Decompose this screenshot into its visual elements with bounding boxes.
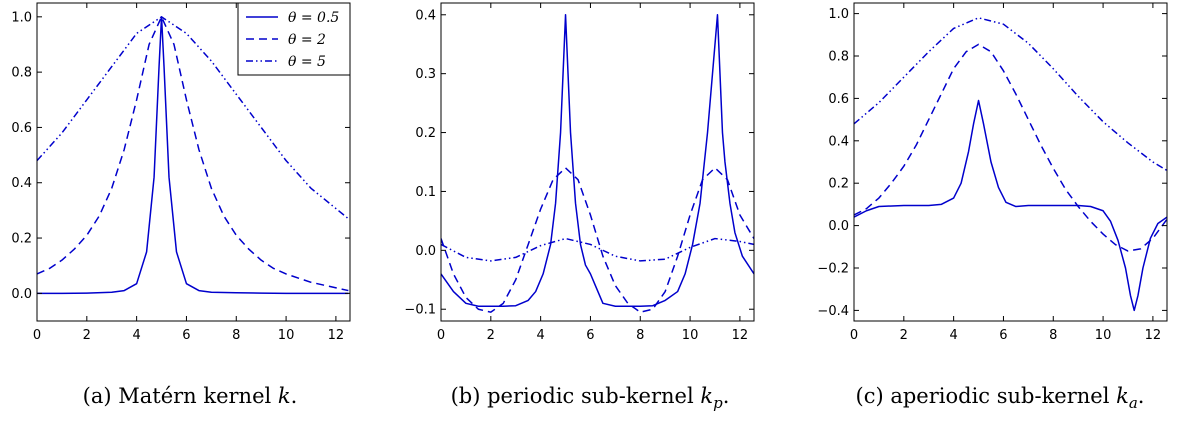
y-tick-label: 0.0 (828, 219, 849, 234)
panel-caption: (c) aperiodic sub-kernel ka. (856, 384, 1145, 412)
axes-frame (36, 2, 351, 322)
y-tick-label: 0.1 (415, 185, 436, 200)
y-tick-label: 0.8 (828, 50, 849, 65)
panel-matern: 0 2 4 6 8 10 12 0.0 0.2 0.4 0.6 0.8 1.0 θ = 0.5 θ = 2 θ… (11, 2, 351, 408)
panel-caption: (b) periodic sub-kernel kp. (451, 384, 730, 412)
x-tick-label: 6 (182, 328, 190, 343)
x-tick-label: 0 (437, 328, 445, 343)
axes-frame (440, 2, 755, 322)
panel-periodic: 0 2 4 6 8 10 12 −0.1 0.0 0.1 0.2 0.3 0.4 (b) periodic… (404, 2, 755, 412)
y-tick-label: 0.6 (828, 92, 849, 107)
x-tick-label: 10 (682, 328, 699, 343)
x-tick-label: 2 (487, 328, 495, 343)
series-line-dashed (854, 43, 1167, 252)
y-tick-label: 0.6 (11, 121, 32, 136)
x-tick-label: 4 (949, 328, 957, 343)
series-line-dashed (37, 16, 349, 292)
series-line-solid (441, 14, 754, 308)
y-tick-label: 0.3 (415, 67, 436, 82)
panel-caption: (a) Matérn kernel k. (83, 384, 298, 408)
axes-frame (853, 2, 1168, 322)
y-tick-label: 0.4 (11, 176, 32, 191)
x-tick-label: 10 (1095, 328, 1112, 343)
x-tick-label: 0 (33, 328, 41, 343)
legend-label: θ = 2 (288, 32, 326, 48)
series-line-solid (37, 16, 349, 295)
x-tick-label: 8 (1049, 328, 1057, 343)
legend-label: θ = 0.5 (288, 10, 339, 26)
y-tick-label: 1.0 (828, 7, 849, 22)
x-tick-label: 4 (132, 328, 140, 343)
x-tick-label: 12 (1145, 328, 1162, 343)
x-tick-label: 4 (536, 328, 544, 343)
x-tick-label: 6 (586, 328, 594, 343)
panel-aperiodic: 0 2 4 6 8 10 12 −0.4 −0.2 0.0 0.2 0.4 0.6 0.8 1.0 (c) a… (817, 2, 1168, 412)
y-tick-label: 0.2 (11, 232, 32, 247)
legend-box (237, 2, 351, 76)
x-tick-label: 8 (636, 328, 644, 343)
x-tick-label: 6 (999, 328, 1007, 343)
y-tick-label: 1.0 (11, 10, 32, 25)
y-tick-label: 0.8 (11, 66, 32, 81)
x-tick-label: 2 (83, 328, 91, 343)
series-line-dashdotdot (37, 16, 349, 220)
x-tick-label: 12 (732, 328, 749, 343)
y-tick-label: 0.4 (415, 8, 436, 23)
y-tick-label: 0.2 (415, 126, 436, 141)
y-tick-label: −0.2 (817, 262, 849, 277)
x-tick-label: 0 (850, 328, 858, 343)
y-tick-label: 0.0 (11, 287, 32, 302)
y-tick-label: 0.0 (415, 244, 436, 259)
series-line-dashed (441, 167, 754, 313)
y-tick-label: −0.1 (404, 303, 436, 318)
series-line-solid (854, 99, 1167, 312)
x-tick-label: 8 (232, 328, 240, 343)
series-line-dashdotdot (854, 17, 1167, 172)
x-tick-label: 12 (328, 328, 345, 343)
legend-label: θ = 5 (288, 54, 326, 70)
series-line-dashdotdot (441, 237, 754, 262)
y-tick-label: 0.2 (828, 177, 849, 192)
x-tick-label: 2 (900, 328, 908, 343)
y-tick-label: −0.4 (817, 304, 849, 319)
x-tick-label: 10 (278, 328, 295, 343)
y-tick-label: 0.4 (828, 134, 849, 149)
